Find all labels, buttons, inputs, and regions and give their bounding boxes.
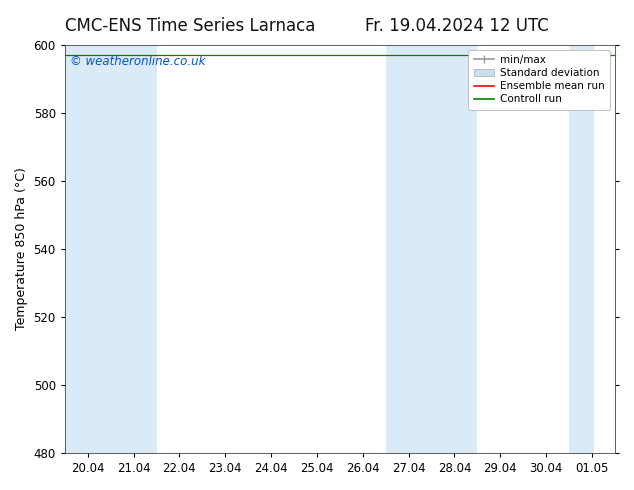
Bar [65,45,157,453]
Text: © weatheronline.co.uk: © weatheronline.co.uk [70,55,205,68]
Bar [385,45,477,453]
Legend: min/max, Standard deviation, Ensemble mean run, Controll run: min/max, Standard deviation, Ensemble me… [469,49,610,109]
Y-axis label: Temperature 850 hPa (°C): Temperature 850 hPa (°C) [15,167,28,330]
Text: CMC-ENS Time Series Larnaca: CMC-ENS Time Series Larnaca [65,17,315,35]
Bar [569,45,594,453]
Text: Fr. 19.04.2024 12 UTC: Fr. 19.04.2024 12 UTC [365,17,548,35]
